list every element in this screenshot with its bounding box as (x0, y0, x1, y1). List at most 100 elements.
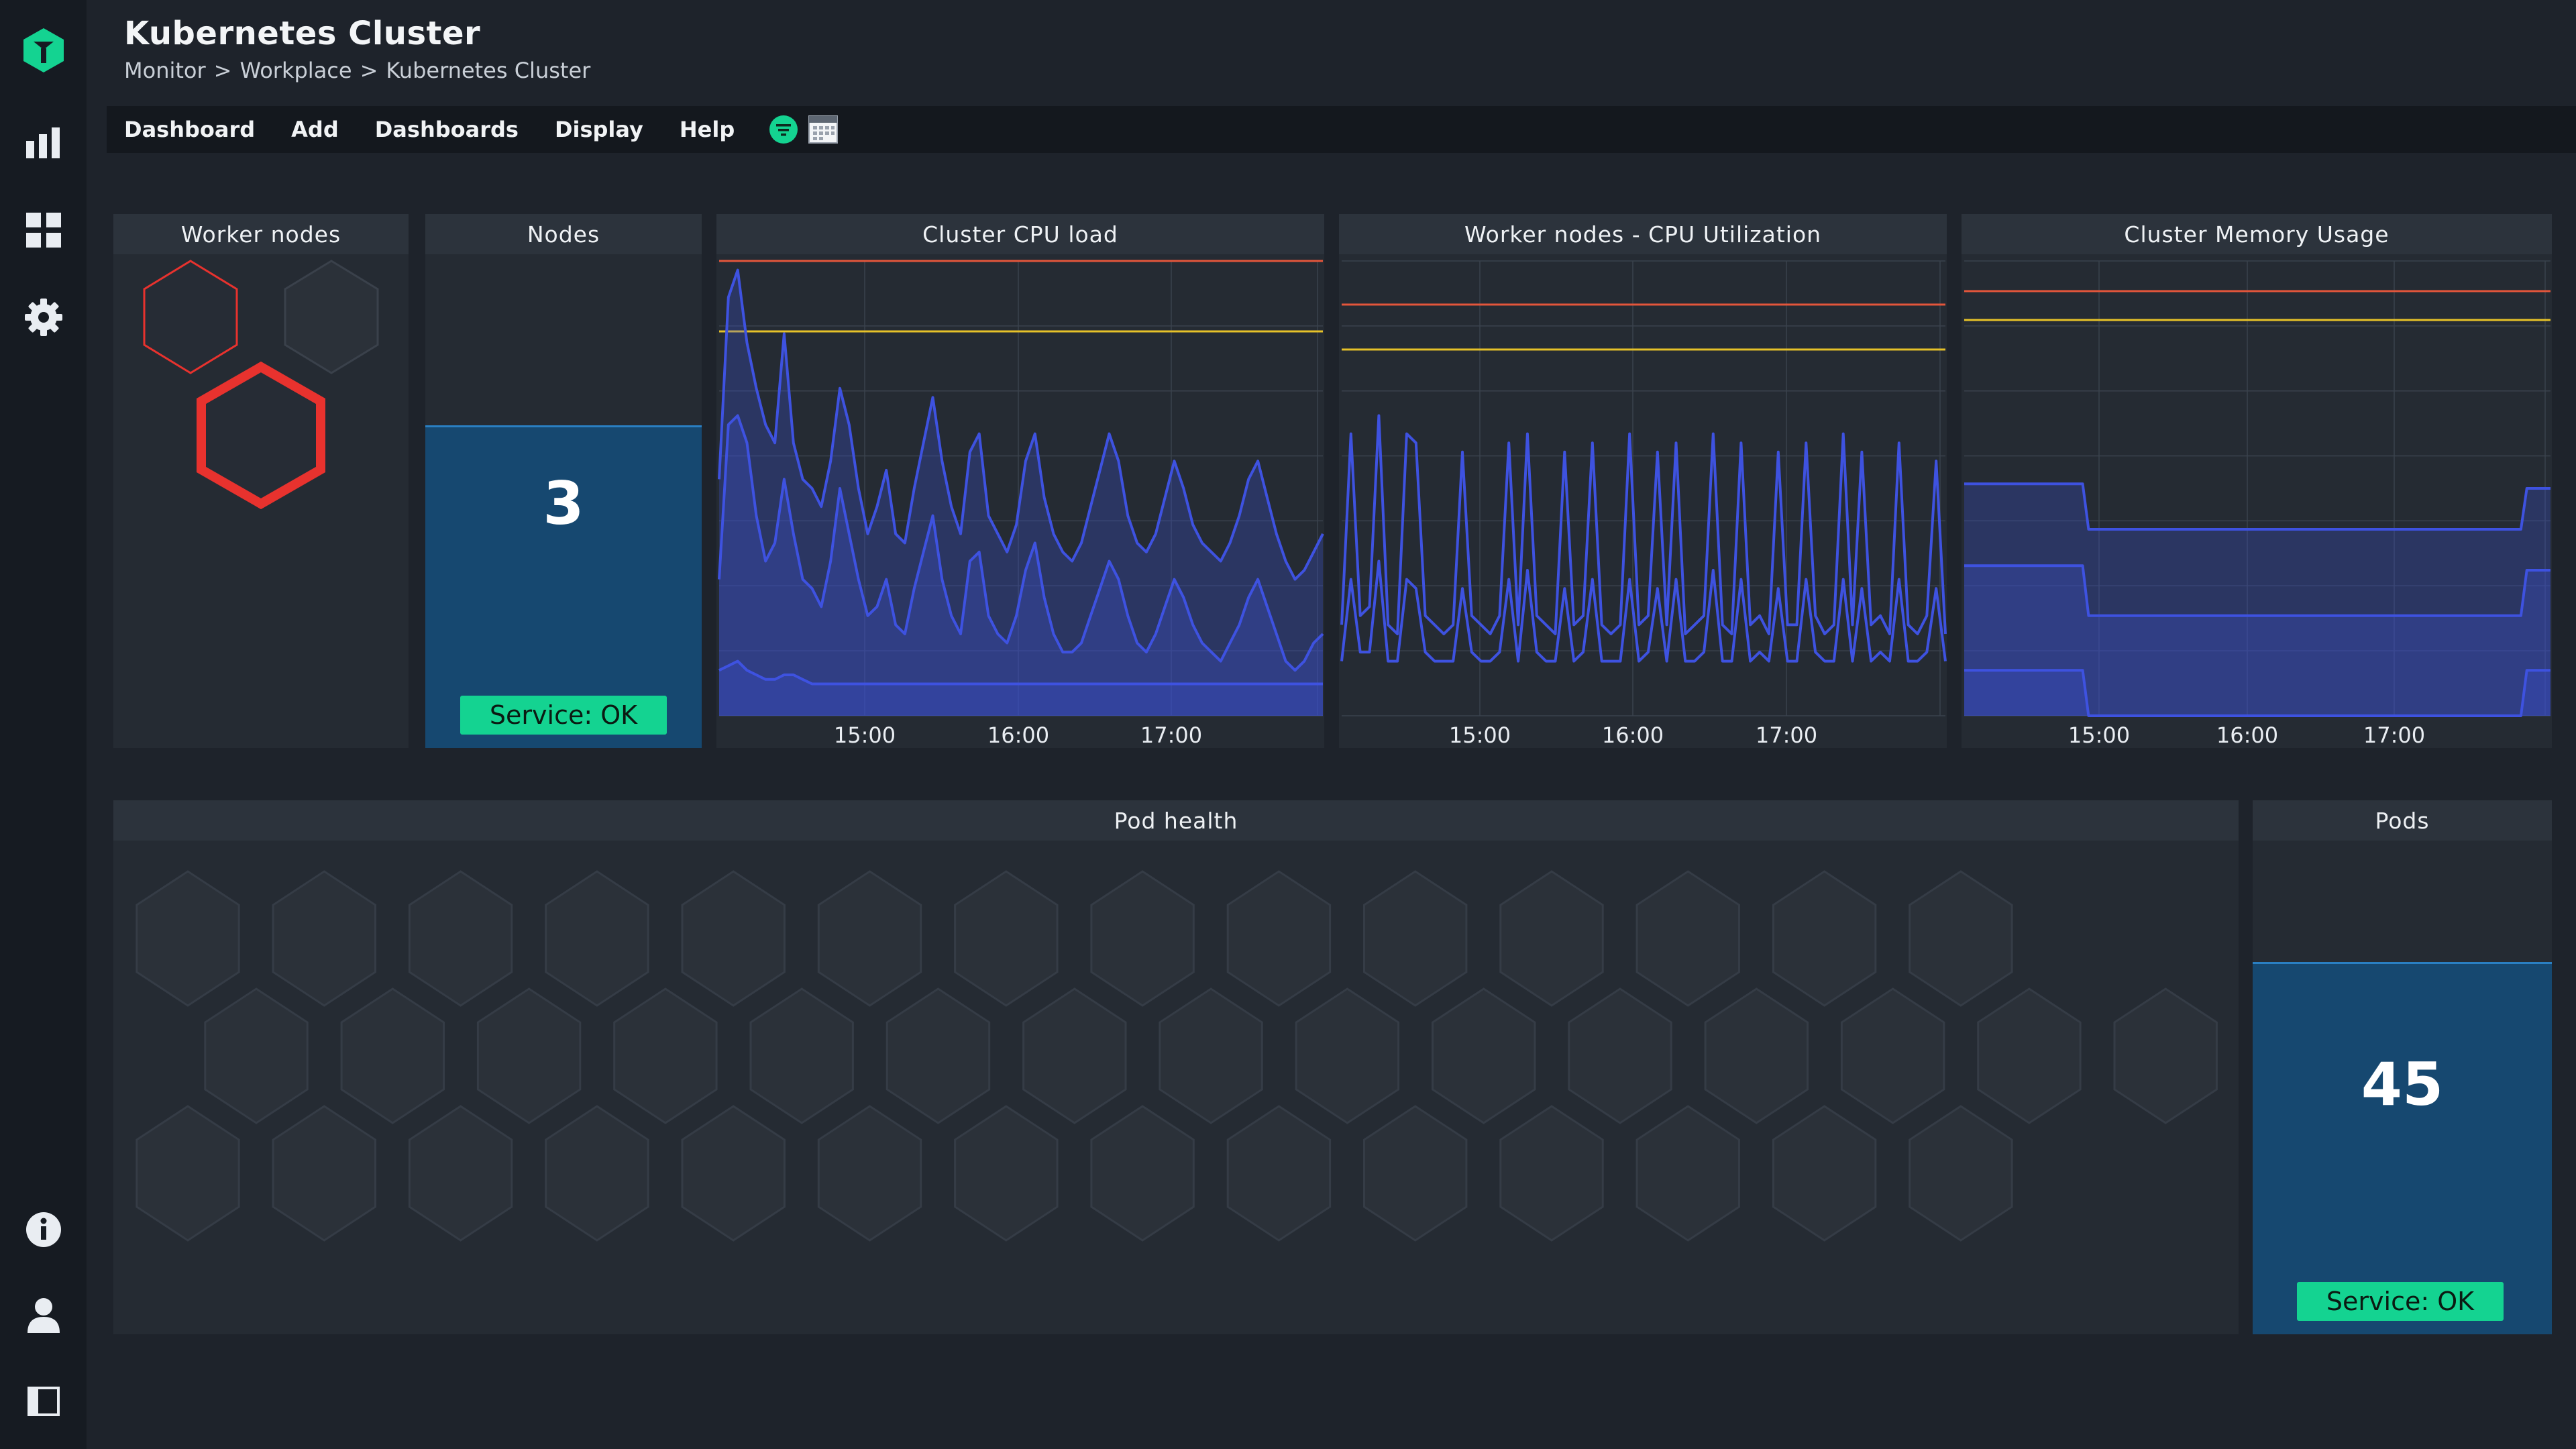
logo-icon[interactable] (21, 28, 66, 72)
pod-hex[interactable] (1568, 987, 1672, 1124)
pod-hex[interactable] (681, 1105, 786, 1242)
series-line (1964, 669, 2551, 717)
pod-hex[interactable] (2113, 987, 2218, 1124)
status-badge[interactable]: Service: OK (2297, 1282, 2504, 1321)
info-icon[interactable] (21, 1208, 66, 1252)
breadcrumb-item-current: Kubernetes Cluster (386, 58, 591, 83)
pod-hex[interactable] (1159, 987, 1263, 1124)
filter-icon[interactable] (769, 115, 798, 144)
pod-hex[interactable] (1704, 987, 1809, 1124)
series-line (1340, 414, 1947, 635)
series-line (1340, 559, 1947, 663)
x-tick-label: 17:00 (1756, 722, 1817, 748)
menu-dashboards[interactable]: Dashboards (374, 117, 519, 142)
pod-hex[interactable] (1022, 987, 1127, 1124)
pod-hex[interactable] (1499, 1105, 1604, 1242)
page-title: Kubernetes Cluster (124, 15, 481, 52)
pod-hex[interactable] (1363, 870, 1468, 1007)
series-area (719, 415, 1323, 716)
worker-node-hex[interactable] (284, 260, 379, 374)
user-icon[interactable] (21, 1293, 66, 1338)
menu-dashboard[interactable]: Dashboard (124, 117, 256, 142)
worker-cpu-chart: 15:00 16:00 17:00 (1340, 260, 1947, 748)
pod-hex[interactable] (1635, 1105, 1740, 1242)
menu-help[interactable]: Help (679, 117, 735, 142)
pod-hex[interactable] (817, 1105, 922, 1242)
pod-hex[interactable] (817, 870, 922, 1007)
series-area (719, 661, 1323, 716)
worker-node-hex[interactable] (143, 260, 238, 374)
dashlet-title: Worker nodes (113, 214, 409, 254)
menu-display[interactable]: Display (554, 117, 643, 142)
series-area (1964, 566, 2551, 716)
breadcrumb: Monitor > Workplace > Kubernetes Cluster (124, 58, 590, 83)
series-line (718, 268, 1324, 581)
memory-chart: 15:00 16:00 17:00 (1964, 260, 2551, 748)
pod-hex[interactable] (1635, 870, 1740, 1007)
worker-cpu-dashlet: Worker nodes - CPU Utilization 15:00 16:0… (1339, 214, 1947, 748)
pod-hex[interactable] (340, 987, 445, 1124)
menu-add[interactable]: Add (291, 117, 339, 142)
pod-hex[interactable] (545, 1105, 649, 1242)
worker-node-hex[interactable] (197, 361, 325, 510)
pod-hex[interactable] (1090, 870, 1195, 1007)
series-line (1964, 564, 2551, 617)
x-tick-label: 16:00 (987, 722, 1049, 748)
x-tick-label: 15:00 (1449, 722, 1511, 748)
settings-icon[interactable] (21, 295, 66, 339)
pod-hex[interactable] (136, 870, 240, 1007)
pod-hex[interactable] (613, 987, 718, 1124)
pod-hex[interactable] (408, 870, 513, 1007)
pod-hex[interactable] (1772, 1105, 1877, 1242)
dashlet-title: Pods (2253, 800, 2552, 841)
pod-hex[interactable] (1295, 987, 1400, 1124)
sidebar-toggle-icon[interactable] (21, 1379, 66, 1424)
dashlet-title: Nodes (425, 214, 702, 254)
dashlet-title: Worker nodes - CPU Utilization (1339, 214, 1947, 254)
sidebar (0, 0, 87, 1449)
worker-nodes-dashlet: Worker nodes (113, 214, 409, 748)
status-badge[interactable]: Service: OK (460, 696, 667, 735)
pod-hex[interactable] (749, 987, 854, 1124)
pod-hex[interactable] (954, 1105, 1059, 1242)
pod-hex[interactable] (1226, 1105, 1332, 1242)
x-tick-label: 17:00 (1140, 722, 1202, 748)
pod-hex[interactable] (272, 1105, 376, 1242)
series-area (1964, 670, 2551, 716)
pod-hex[interactable] (136, 1105, 240, 1242)
pod-hex[interactable] (545, 870, 649, 1007)
pod-health-dashlet: Pod health (113, 800, 2239, 1334)
pod-hex[interactable] (1226, 870, 1332, 1007)
breadcrumb-separator: > (213, 58, 232, 83)
dashlet-title: Cluster CPU load (716, 214, 1324, 254)
pod-hex[interactable] (1909, 1105, 2013, 1242)
breadcrumb-item-workplace[interactable]: Workplace (239, 58, 352, 83)
breadcrumb-item-monitor[interactable]: Monitor (124, 58, 206, 83)
pod-hex[interactable] (885, 987, 991, 1124)
monitor-icon[interactable] (21, 121, 66, 165)
pod-hex[interactable] (954, 870, 1059, 1007)
pods-count: 45 (2361, 1050, 2444, 1119)
nodes-dashlet: Nodes 3 Service: OK (425, 214, 702, 748)
dashboards-icon[interactable] (21, 208, 66, 252)
pod-hex[interactable] (1363, 1105, 1468, 1242)
calendar-icon[interactable] (808, 115, 839, 144)
pods-level-bar (2253, 962, 2552, 1334)
cluster-cpu-chart: 15:00 16:00 17:00 (718, 260, 1324, 748)
pod-hex[interactable] (408, 1105, 513, 1242)
pod-hex[interactable] (1090, 1105, 1195, 1242)
pod-hex[interactable] (1977, 987, 2082, 1124)
pod-hex[interactable] (476, 987, 582, 1124)
pod-hex[interactable] (1499, 870, 1604, 1007)
memory-dashlet: Cluster Memory Usage 15:00 16:00 17:00 (1962, 214, 2552, 748)
pod-hex[interactable] (1909, 870, 2013, 1007)
x-tick-label: 16:00 (1602, 722, 1664, 748)
pod-hex[interactable] (1772, 870, 1877, 1007)
pod-hex[interactable] (1840, 987, 1945, 1124)
x-tick-label: 16:00 (2216, 722, 2278, 748)
pod-hex[interactable] (681, 870, 786, 1007)
pod-hex[interactable] (204, 987, 309, 1124)
pod-hex[interactable] (272, 870, 376, 1007)
menu-bar: Dashboard Add Dashboards Display Help (107, 106, 2576, 153)
pod-hex[interactable] (1432, 987, 1536, 1124)
